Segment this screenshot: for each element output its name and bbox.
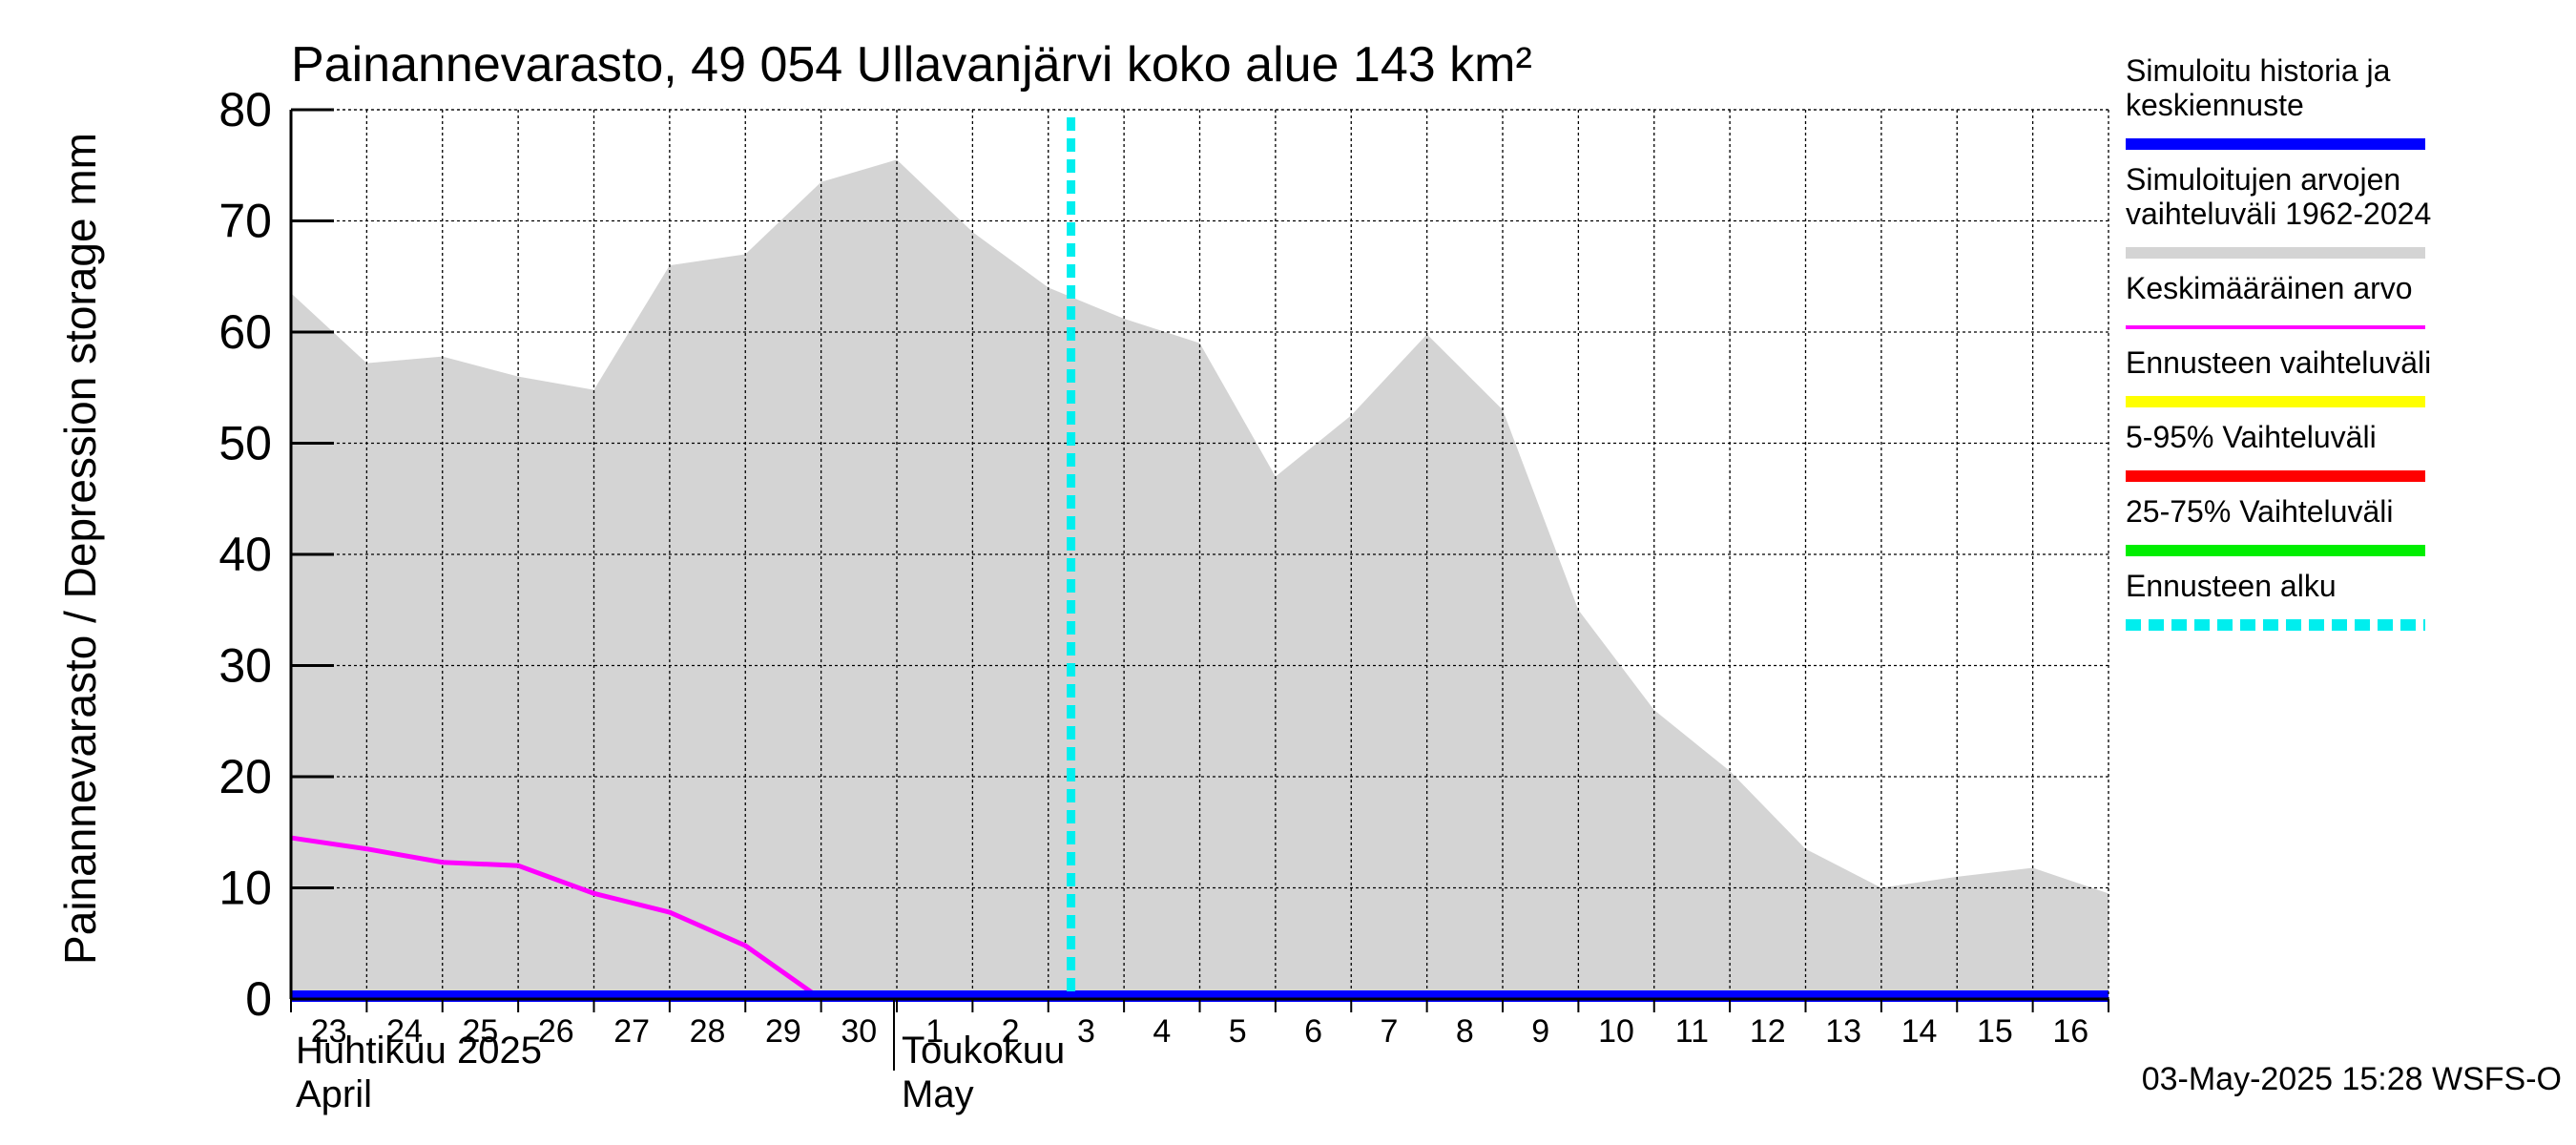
- legend-label: Ennusteen vaihteluväli: [2126, 345, 2431, 380]
- y-tick-label: 60: [218, 305, 272, 359]
- y-axis-label: Painannevarasto / Depression storage mm: [55, 133, 105, 965]
- x-tick-label: 30: [841, 1013, 877, 1050]
- month-label-fi: Huhtikuu 2025: [296, 1030, 542, 1072]
- y-tick-label: 20: [218, 750, 272, 803]
- legend-label: Simuloitu historia ja keskiennuste: [2126, 53, 2391, 122]
- x-tick-label: 16: [2052, 1013, 2088, 1050]
- x-tick-label: 5: [1229, 1013, 1247, 1050]
- y-tick-label: 40: [218, 528, 272, 581]
- x-tick-label: 1: [925, 1013, 944, 1050]
- x-tick-label: 13: [1825, 1013, 1861, 1050]
- footer-timestamp: 03-May-2025 15:28 WSFS-O: [2142, 1061, 2562, 1097]
- legend-entry: 25-75% Vaihteluväli: [2126, 494, 2425, 556]
- x-tick-label: 6: [1304, 1013, 1322, 1050]
- month-label-en: April: [296, 1073, 372, 1115]
- month-label-en: May: [902, 1073, 974, 1115]
- legend-label: 25-75% Vaihteluväli: [2126, 494, 2393, 529]
- x-tick-label: 26: [538, 1013, 574, 1050]
- x-tick-label: 15: [1977, 1013, 2013, 1050]
- y-tick-label: 30: [218, 639, 272, 693]
- x-tick-label: 3: [1077, 1013, 1095, 1050]
- x-tick-label: 9: [1531, 1013, 1549, 1050]
- x-tick-label: 25: [463, 1013, 499, 1050]
- legend-entry: Simuloitujen arvojen vaihteluväli 1962-20…: [2126, 162, 2431, 259]
- x-tick-label: 2: [1002, 1013, 1020, 1050]
- x-tick-label: 10: [1598, 1013, 1634, 1050]
- x-tick-label: 28: [690, 1013, 726, 1050]
- y-tick-label: 70: [218, 195, 272, 248]
- x-tick-label: 4: [1153, 1013, 1171, 1050]
- y-tick-label: 10: [218, 862, 272, 915]
- x-tick-label: 8: [1456, 1013, 1474, 1050]
- chart-title: Painannevarasto, 49 054 Ullavanjärvi kok…: [291, 37, 1532, 93]
- x-tick-label: 7: [1380, 1013, 1398, 1050]
- legend-entry: Ennusteen vaihteluväli: [2126, 345, 2431, 407]
- y-tick-label: 0: [245, 972, 272, 1026]
- legend-entry: 5-95% Vaihteluväli: [2126, 420, 2425, 482]
- legend-label: Simuloitujen arvojen vaihteluväli 1962-20…: [2126, 162, 2431, 231]
- x-tick-label: 14: [1901, 1013, 1938, 1050]
- legend-label: Keskimääräinen arvo: [2126, 271, 2413, 305]
- month-label-fi: Toukokuu: [902, 1030, 1065, 1072]
- legend: Simuloitu historia ja keskiennuste Simuloi…: [2126, 53, 2431, 631]
- x-tick-label: 27: [613, 1013, 650, 1050]
- legend-entry: Ennusteen alku: [2126, 569, 2425, 631]
- legend-label: 5-95% Vaihteluväli: [2126, 420, 2377, 454]
- legend-label: Ennusteen alku: [2126, 569, 2337, 603]
- y-tick-label: 80: [218, 83, 272, 136]
- x-tick-label: 11: [1675, 1013, 1709, 1050]
- x-tick-label: 23: [311, 1013, 347, 1050]
- x-tick-label: 29: [765, 1013, 801, 1050]
- legend-entry: Keskimääräinen arvo: [2126, 271, 2425, 329]
- x-tick-label: 12: [1750, 1013, 1786, 1050]
- y-tick-label: 50: [218, 417, 272, 470]
- legend-entry: Simuloitu historia ja keskiennuste: [2126, 53, 2425, 150]
- x-tick-label: 24: [386, 1013, 423, 1050]
